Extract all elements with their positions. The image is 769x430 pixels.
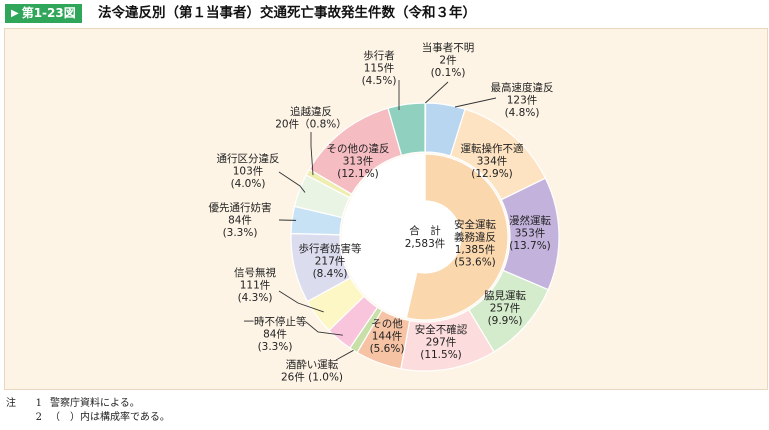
leader-通行区分違反 [278,171,306,193]
label-運転操作不適: 運転操作不適 334件(12.9%) [461,142,524,180]
label-脇見運転: 脇見運転 257件(9.9%) [484,290,526,327]
note-row-2: 注 2 （ ）内は構成率である。 [6,411,170,425]
leader-追越違反 [310,132,314,176]
label-追越違反: 追越違反 20件（0.8%） [275,105,347,131]
label-酒酔い運転: 酒酔い運転 26件 (1.0%) [281,358,343,384]
label-最高速度違反: 最高速度違反 123件(4.8%) [491,81,554,119]
label-歩行者: 歩行者 115件(4.5%) [362,49,397,87]
leader-最高速度違反 [454,97,497,108]
donut-hole [389,201,461,273]
leader-当事者不明 [425,81,449,104]
label-その他の違反: その他の違反 313件(12.1%) [327,142,390,180]
figure-header: ▶ 第1-23図 法令違反別（第１当事者）交通死亡事故発生件数（令和３年） [0,0,769,26]
leader-一時不停止等 [305,321,343,336]
leader-酒酔い運転 [335,349,354,361]
figure-title: 法令違反別（第１当事者）交通死亡事故発生件数（令和３年） [98,5,476,21]
note-text: 警察庁資料による。 [50,398,140,409]
note-text: （ ）内は構成率である。 [50,412,170,423]
slice-歩行者 [387,102,426,157]
label-一時不停止等: 一時不停止等 84件(3.3%) [244,315,307,353]
figure-number: 第1-23図 [21,6,76,20]
label-信号無視: 信号無視 111件(4.3%) [234,266,276,304]
label-通行区分違反: 通行区分違反 103件(4.0%) [217,152,280,190]
note-row-1: 注 1 警察庁資料による。 [6,397,170,411]
label-漫然運転: 漫然運転 353件(13.7%) [509,214,551,252]
total-label: 合 計 2,583件 [405,224,446,250]
label-安全不確認: 安全不確認 297件(11.5%) [415,323,468,361]
label-優先通行妨害: 優先通行妨害 84件(3.3%) [209,201,272,239]
inner-label: 安全運転義務違反 1,385件(53.6%) [454,218,496,269]
leader-信号無視 [278,290,324,313]
label-当事者不明: 当事者不明 2件(0.1%) [422,41,475,79]
note-number: 1 [35,398,42,409]
label-その他: その他 144件(5.6%) [370,317,405,355]
note-prefix: 注 [6,398,16,409]
figure-number-badge: ▶ 第1-23図 [5,4,82,23]
triangle-icon: ▶ [11,8,19,19]
notes: 注 1 警察庁資料による。 注 2 （ ）内は構成率である。 [6,397,170,425]
label-歩行者妨害等: 歩行者妨害等 217件(8.4%) [299,242,362,280]
note-number: 2 [35,412,42,423]
